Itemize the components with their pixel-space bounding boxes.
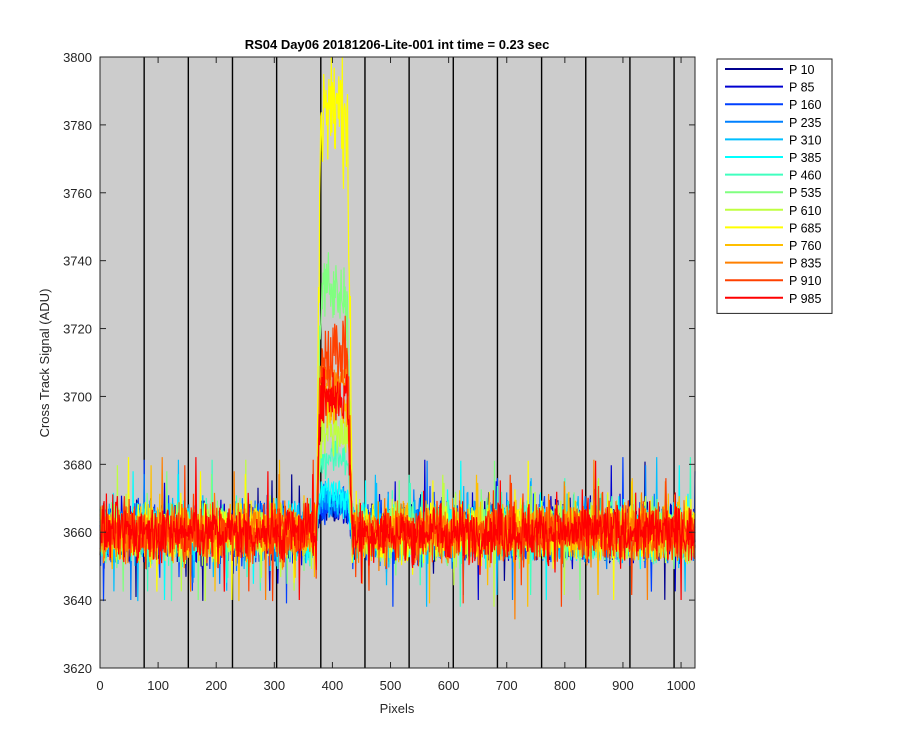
x-tick-label: 800	[554, 678, 576, 693]
series-line	[99, 367, 696, 601]
legend-label: P 610	[789, 204, 821, 218]
series-lines	[99, 56, 696, 620]
y-tick-label: 3700	[63, 389, 92, 404]
vertical-lines	[143, 57, 675, 668]
legend-label: P 85	[789, 81, 815, 95]
legend-label: P 760	[789, 239, 821, 253]
x-tick-label: 100	[147, 678, 169, 693]
y-tick-label: 3640	[63, 593, 92, 608]
y-tick-label: 3660	[63, 525, 92, 540]
y-tick-label: 3740	[63, 254, 92, 269]
y-tick-label: 3780	[63, 118, 92, 133]
legend-label: P 310	[789, 133, 821, 147]
x-tick-label: 700	[496, 678, 518, 693]
x-tick-label: 0	[96, 678, 103, 693]
series-line	[99, 355, 696, 620]
legend-box	[716, 58, 833, 314]
y-tick-label: 3720	[63, 322, 92, 337]
legend-label: P 10	[789, 63, 815, 77]
x-tick-label: 200	[205, 678, 227, 693]
legend-label: P 385	[789, 151, 821, 165]
x-tick-label: 600	[438, 678, 460, 693]
legend-label: P 535	[789, 186, 821, 200]
legend-label: P 985	[789, 292, 821, 306]
y-axis-label: Cross Track Signal (ADU)	[37, 289, 52, 438]
x-axis: 0 100 200 300 400 500 600 700 800 900 1000	[96, 57, 696, 693]
chart-title: RS04 Day06 20181206-Lite-001 int time = …	[245, 37, 550, 52]
y-axis: 3620 3640 3660 3680 3700 3720 3740 3760 3780 3800	[63, 50, 695, 676]
legend-label: P 460	[789, 169, 821, 183]
x-tick-label: 400	[322, 678, 344, 693]
plot-frame	[99, 56, 696, 669]
x-tick-label: 900	[612, 678, 634, 693]
x-axis-label: Pixels	[380, 701, 415, 716]
plot-area	[99, 56, 696, 669]
legend-label: P 685	[789, 221, 821, 235]
y-tick-label: 3680	[63, 457, 92, 472]
y-tick-label: 3800	[63, 50, 92, 65]
x-tick-label: 1000	[667, 678, 696, 693]
legend-label: P 235	[789, 116, 821, 130]
legend-label: P 160	[789, 98, 821, 112]
legend-label: P 835	[789, 257, 821, 271]
legend: P 10 P 85 P 160 P 235 P 310 P 385 P 460 P 535 P …	[716, 58, 833, 314]
y-tick-label: 3760	[63, 186, 92, 201]
y-tick-label: 3620	[63, 661, 92, 676]
legend-label: P 910	[789, 274, 821, 288]
plot-background	[100, 57, 695, 668]
x-tick-label: 500	[380, 678, 402, 693]
x-tick-label: 300	[263, 678, 285, 693]
